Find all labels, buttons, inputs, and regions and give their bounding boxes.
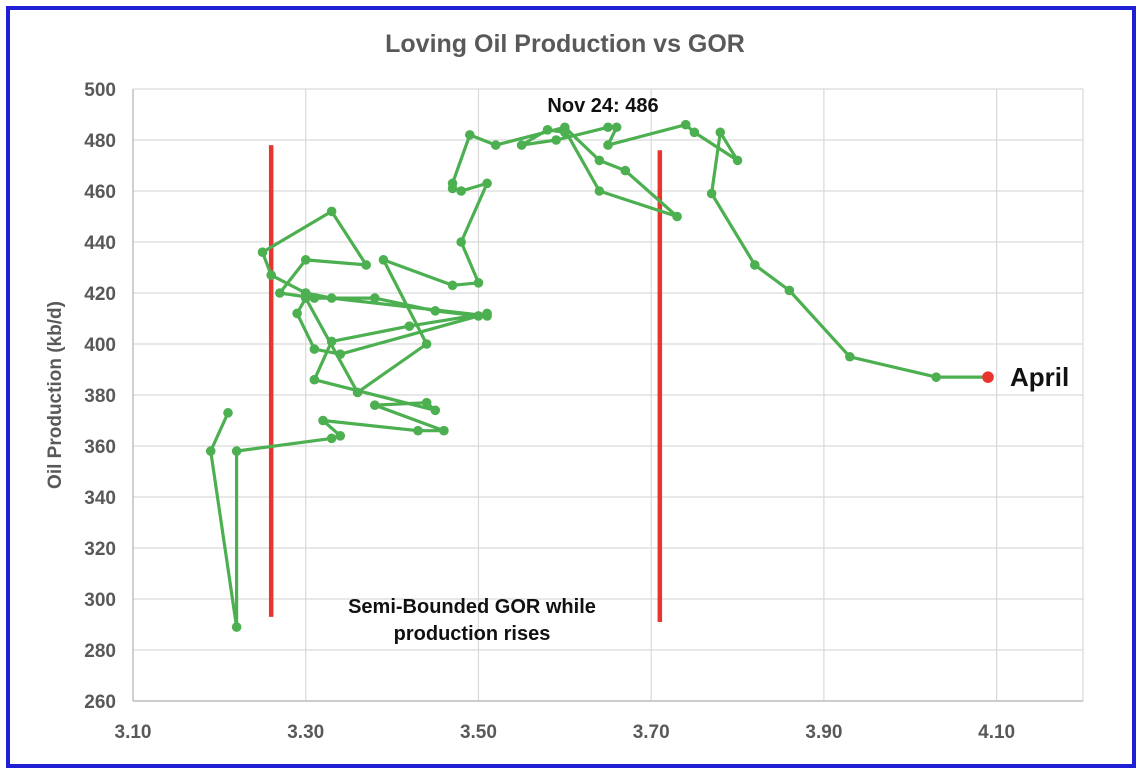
data-point [275, 288, 285, 298]
data-point [404, 321, 415, 331]
note-annotation-line2: production rises [394, 623, 551, 645]
data-point [456, 186, 466, 196]
data-point [473, 278, 484, 288]
data-point [672, 211, 682, 222]
series-line [209, 123, 988, 629]
y-tick-label: 380 [84, 386, 116, 407]
data-point [326, 293, 337, 303]
data-point [447, 178, 458, 189]
data-point [620, 165, 631, 176]
data-point [326, 336, 337, 347]
grid-lines [132, 88, 1084, 702]
data-point [326, 206, 337, 217]
data-point [784, 285, 795, 296]
data-point [223, 408, 233, 418]
y-tick-label: 420 [84, 284, 116, 305]
data-point [603, 122, 613, 133]
latest-data-point [982, 371, 994, 383]
tick-labels: 260 280 300 320 340 360 380 400 420 440 460 480 500 3… [45, 80, 1015, 743]
data-point [309, 374, 320, 385]
data-point [300, 255, 311, 265]
x-tick-label: 3.30 [287, 722, 324, 743]
x-tick-label: 3.70 [633, 722, 670, 743]
y-tick-label: 400 [84, 335, 116, 356]
data-point [430, 306, 441, 316]
data-point [309, 344, 320, 354]
data-point [257, 247, 268, 257]
data-point [309, 293, 320, 303]
data-point [603, 140, 613, 150]
data-point [594, 155, 605, 166]
x-tick-label: 4.10 [978, 722, 1015, 743]
data-point [378, 255, 389, 265]
data-point [292, 308, 302, 319]
x-tick-label: 3.10 [115, 722, 152, 743]
data-point [931, 372, 941, 382]
y-tick-label: 320 [84, 539, 116, 560]
y-axis-label: Oil Production (kb/d) [45, 301, 66, 489]
data-point [370, 293, 380, 303]
x-tick-label: 3.90 [805, 722, 842, 743]
peak-annotation: Nov 24: 486 [547, 95, 658, 117]
data-point [231, 622, 242, 632]
chart-title: Loving Oil Production vs GOR [385, 30, 745, 58]
data-point [542, 125, 553, 135]
data-point [845, 351, 855, 362]
data-point [326, 433, 337, 444]
data-point [361, 260, 371, 270]
data-point [370, 400, 380, 411]
threshold-lines [268, 145, 663, 622]
data-point [482, 311, 492, 321]
data-point [594, 186, 605, 196]
data-point [456, 237, 466, 247]
axes [132, 89, 1083, 702]
data-point [430, 405, 441, 416]
data-point [516, 140, 527, 150]
data-point [680, 119, 691, 130]
data-point [732, 155, 743, 166]
data-point [750, 260, 760, 270]
data-point [447, 280, 458, 291]
data-point [706, 188, 717, 199]
data-point [266, 270, 276, 280]
data-point [352, 387, 363, 398]
latest-annotation: April [1010, 362, 1069, 392]
y-tick-label: 480 [84, 131, 116, 152]
data-point [300, 293, 311, 303]
y-tick-label: 260 [84, 692, 116, 713]
data-point [421, 397, 432, 408]
data-point [490, 140, 501, 150]
data-point [611, 122, 622, 133]
data-point [439, 425, 449, 436]
data-point [421, 339, 432, 349]
data-point [413, 425, 423, 436]
series-layer [205, 119, 994, 632]
y-tick-label: 460 [84, 182, 116, 203]
data-point [689, 127, 700, 138]
y-tick-label: 500 [84, 80, 116, 101]
data-point [335, 431, 346, 441]
y-tick-label: 440 [84, 233, 116, 254]
y-tick-label: 280 [84, 641, 116, 662]
x-tick-label: 3.50 [460, 722, 497, 743]
data-point [551, 135, 561, 145]
data-point [231, 446, 242, 456]
data-point [335, 349, 346, 360]
note-annotation-line1: Semi-Bounded GOR while [348, 596, 596, 618]
data-point [205, 446, 216, 456]
y-tick-label: 300 [84, 590, 116, 611]
data-point [482, 178, 492, 189]
y-tick-label: 340 [84, 488, 116, 509]
data-point [465, 130, 475, 140]
data-point [318, 415, 328, 426]
y-tick-label: 360 [84, 437, 116, 458]
annotations: Nov 24: 486 April Semi-Bounded GOR while pr… [348, 95, 1069, 645]
data-point [560, 127, 570, 138]
data-point [473, 311, 484, 321]
data-point [715, 127, 726, 138]
